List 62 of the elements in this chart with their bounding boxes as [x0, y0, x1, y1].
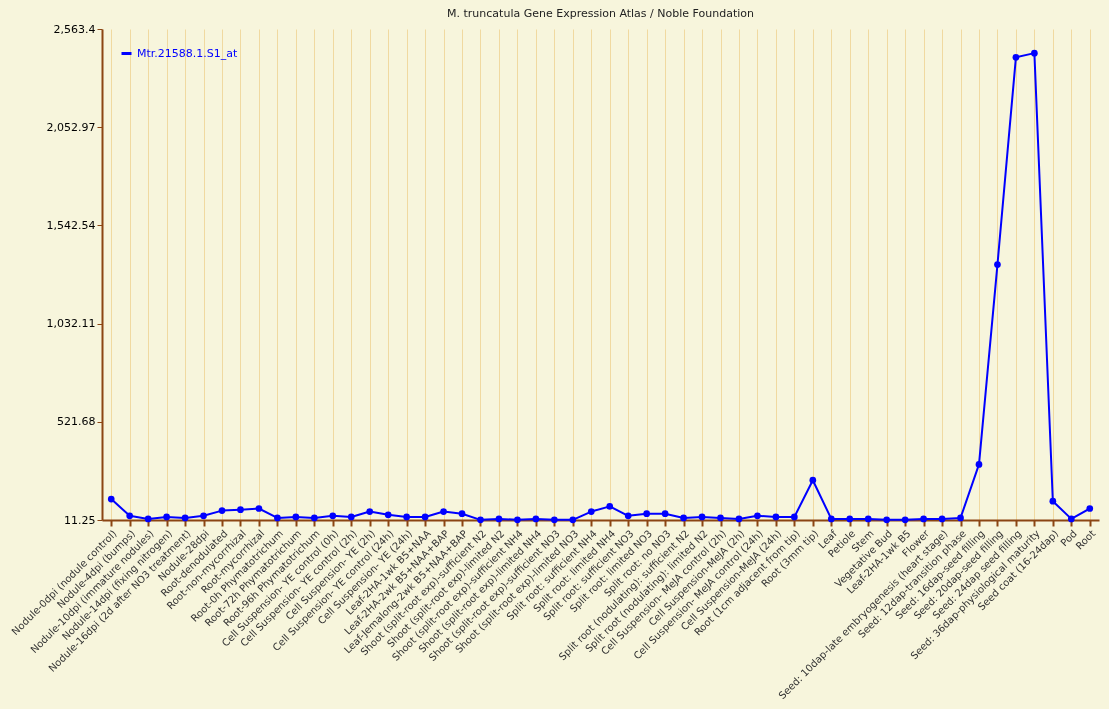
point: [384, 511, 392, 519]
point: [772, 513, 780, 521]
point: [144, 515, 152, 523]
point: [163, 513, 170, 521]
point: [994, 261, 1001, 268]
point: [754, 512, 761, 520]
point: [606, 503, 614, 510]
point: [532, 515, 540, 523]
point: [550, 516, 558, 524]
y-tick-label: 2,563.4: [53, 22, 96, 36]
point: [1031, 49, 1038, 57]
y-tick-label: 1,032.11: [46, 317, 96, 331]
point: [661, 510, 669, 518]
point: [347, 513, 355, 521]
point: [735, 515, 743, 523]
point: [975, 461, 983, 468]
legend-label: Mtr.21588.1.S1_at: [137, 46, 239, 60]
point: [255, 505, 263, 512]
point: [403, 513, 410, 521]
point: [200, 512, 207, 520]
point: [569, 516, 577, 524]
point: [292, 513, 300, 521]
chart-title: M. truncatula Gene Expression Atlas / Noble Foundation: [447, 7, 754, 20]
point: [329, 512, 337, 520]
point: [587, 508, 595, 515]
point: [883, 516, 891, 524]
point: [126, 512, 134, 520]
point: [698, 513, 706, 521]
point: [680, 514, 687, 522]
point: [1067, 515, 1075, 523]
point: [1049, 497, 1057, 505]
point: [495, 515, 503, 523]
point: [514, 516, 521, 524]
point: [366, 508, 374, 515]
point: [846, 515, 854, 523]
point: [1086, 505, 1094, 512]
y-tick-label: 521.68: [57, 415, 96, 429]
point: [458, 510, 466, 518]
point: [827, 515, 835, 523]
point: [920, 515, 927, 523]
point: [218, 507, 226, 514]
point: [477, 516, 484, 524]
point: [864, 515, 872, 523]
point: [440, 508, 447, 515]
point: [901, 516, 909, 524]
point: [938, 515, 946, 523]
point: [310, 514, 318, 522]
point: [643, 510, 651, 518]
point: [624, 512, 632, 520]
point: [237, 506, 244, 514]
point: [809, 476, 817, 484]
point: [717, 514, 724, 522]
point: [181, 514, 189, 522]
y-tick-label: 11.25: [64, 513, 96, 527]
point: [791, 513, 798, 521]
point: [1012, 54, 1020, 61]
point: [107, 495, 115, 503]
y-tick-label: 1,542.54: [46, 218, 96, 232]
y-tick-label: 2,052.97: [46, 120, 96, 134]
point: [274, 514, 281, 522]
point: [957, 514, 964, 522]
point: [421, 513, 429, 521]
